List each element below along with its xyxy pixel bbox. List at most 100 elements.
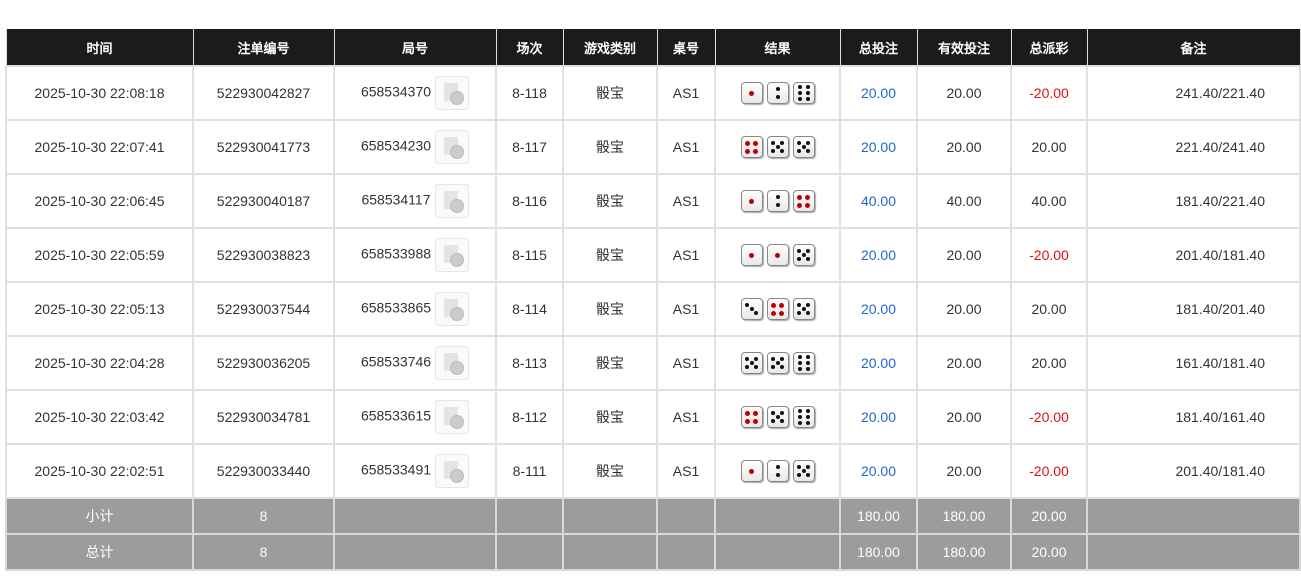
game-type-text: 骰宝: [596, 301, 624, 317]
payout-text: 20.00: [1031, 355, 1067, 371]
note-text: 181.40/221.40: [1175, 193, 1265, 209]
session: 8-118: [495, 65, 564, 121]
table-id: AS1: [656, 389, 716, 445]
result-dice: [714, 227, 841, 283]
game-type: 骰宝: [562, 227, 658, 283]
column-header: 游戏类别: [562, 29, 658, 67]
table-id: AS1: [656, 119, 716, 175]
column-header: 桌号: [656, 29, 716, 67]
subtotal-count: 8: [192, 497, 335, 535]
valid-bet-text: 20.00: [946, 85, 982, 101]
table-id-text: AS1: [672, 409, 700, 425]
round-id: 658533615: [333, 389, 497, 445]
video-replay-icon[interactable]: [434, 184, 469, 218]
die-4-icon: [740, 136, 763, 158]
video-replay-icon[interactable]: [435, 76, 470, 110]
video-replay-icon[interactable]: [435, 238, 470, 272]
payout: 40.00: [1010, 173, 1088, 229]
column-header: 总投注: [839, 29, 918, 67]
table-id: AS1: [656, 227, 716, 283]
column-header: 备注: [1086, 29, 1301, 67]
game-type-text: 骰宝: [596, 85, 624, 101]
note: 181.40/221.40: [1086, 173, 1301, 229]
total-bet: 20.00: [839, 65, 918, 121]
die-6-icon: [792, 352, 815, 374]
bet-id: 522930041773: [192, 119, 335, 175]
table-row: 2025-10-30 22:03:42 522930034781 658533615…: [5, 389, 1301, 445]
die-6-icon: [792, 82, 815, 104]
total-bet-text: 20.00: [860, 463, 897, 479]
payout-text: 20.00: [1031, 301, 1067, 317]
session-text: 8-112: [512, 409, 547, 425]
result-dice: [714, 65, 841, 121]
bet-id-text: 522930037544: [216, 301, 311, 317]
table-row: 2025-10-30 22:05:13 522930037544 658533865…: [5, 281, 1301, 337]
bet-time: 2025-10-30 22:05:13: [5, 281, 194, 337]
bet-time-text: 2025-10-30 22:05:13: [34, 301, 165, 317]
bet-time-text: 2025-10-30 22:07:41: [34, 139, 165, 155]
total-bet-text: 40.00: [860, 193, 897, 209]
bet-id: 522930033440: [192, 443, 335, 499]
column-header: 结果: [714, 29, 841, 67]
round-id: 658534230: [333, 119, 497, 175]
total-bet-text: 20.00: [860, 409, 897, 425]
die-5-icon: [740, 352, 763, 374]
game-type-text: 骰宝: [596, 409, 624, 425]
payout-text: -20.00: [1029, 409, 1069, 425]
video-replay-icon[interactable]: [435, 292, 470, 326]
bet-time-text: 2025-10-30 22:08:18: [34, 85, 165, 101]
round-id: 658533491: [333, 443, 497, 499]
video-replay-icon[interactable]: [435, 454, 470, 488]
total-bet-text: 20.00: [860, 355, 897, 371]
total-bet: 20.00: [839, 227, 918, 283]
column-header: 时间: [5, 29, 194, 67]
bet-id-text: 522930041773: [216, 139, 311, 155]
valid-bet-text: 20.00: [946, 247, 982, 263]
payout: 20.00: [1010, 119, 1088, 175]
payout-text: 20.00: [1031, 139, 1067, 155]
game-type: 骰宝: [562, 443, 658, 499]
result-dice: [714, 443, 841, 499]
note-text: 201.40/181.40: [1175, 463, 1265, 479]
round-id-text: 658533615: [360, 407, 432, 424]
bet-time: 2025-10-30 22:03:42: [5, 389, 194, 445]
round-id: 658533865: [333, 281, 497, 337]
payout-text: 40.00: [1031, 193, 1067, 209]
column-header: 局号: [333, 29, 497, 67]
payout-text: -20.00: [1029, 85, 1069, 101]
valid-bet: 20.00: [916, 389, 1012, 445]
game-type-text: 骰宝: [596, 193, 624, 209]
valid-bet: 20.00: [916, 119, 1012, 175]
subtotal-payout: 20.00: [1010, 497, 1088, 535]
note-text: 201.40/181.40: [1175, 247, 1265, 263]
valid-bet-text: 20.00: [946, 463, 982, 479]
die-2-icon: [766, 460, 789, 482]
game-type: 骰宝: [562, 335, 658, 391]
bet-id-text: 522930042827: [216, 85, 311, 101]
table-row: 2025-10-30 22:02:51 522930033440 658533491…: [5, 443, 1301, 499]
session-text: 8-116: [512, 193, 547, 209]
bet-id: 522930042827: [192, 65, 335, 121]
die-1-icon: [740, 460, 763, 482]
bet-id-text: 522930034781: [216, 409, 311, 425]
bet-id: 522930036205: [192, 335, 335, 391]
round-id-text: 658533746: [360, 353, 432, 370]
video-replay-icon[interactable]: [435, 400, 470, 434]
video-replay-icon[interactable]: [435, 346, 470, 380]
note-text: 161.40/181.40: [1175, 355, 1265, 371]
note: 221.40/241.40: [1086, 119, 1301, 175]
total-bet-text: 20.00: [860, 85, 897, 101]
table-row: 2025-10-30 22:05:59 522930038823 658533988…: [5, 227, 1301, 283]
grandtotal-total-bet: 180.00: [839, 533, 918, 571]
bet-time: 2025-10-30 22:08:18: [5, 65, 194, 121]
die-5-icon: [766, 406, 789, 428]
bet-id: 522930037544: [192, 281, 335, 337]
round-id-text: 658534370: [360, 83, 432, 100]
valid-bet: 20.00: [916, 65, 1012, 121]
video-replay-icon[interactable]: [435, 130, 470, 164]
total-bet-text: 20.00: [860, 139, 897, 155]
result-dice: [714, 281, 841, 337]
grandtotal-count: 8: [192, 533, 335, 571]
bet-time: 2025-10-30 22:06:45: [5, 173, 194, 229]
grandtotal-valid-bet: 180.00: [916, 533, 1012, 571]
